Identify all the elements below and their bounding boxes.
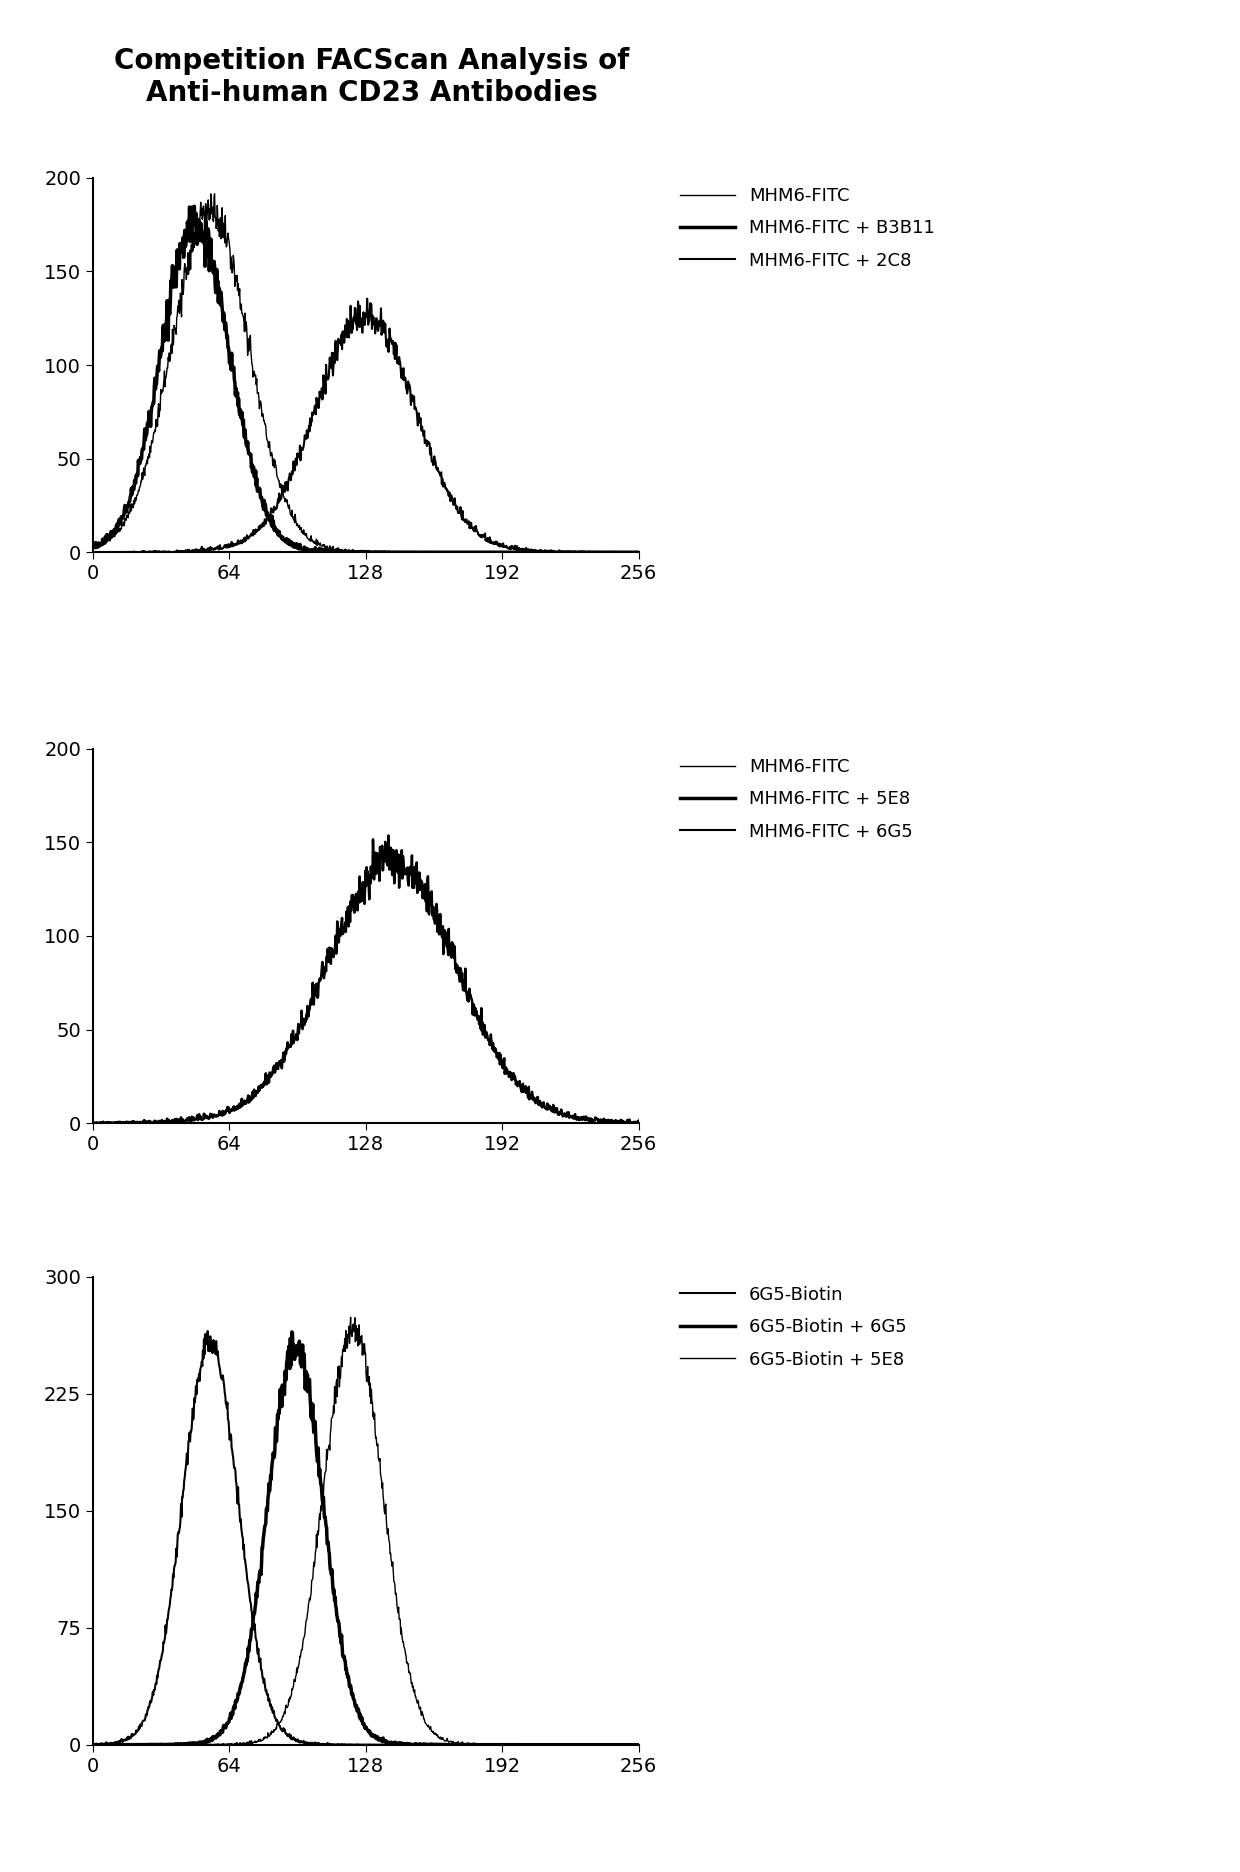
Legend: 6G5-Biotin, 6G5-Biotin + 6G5, 6G5-Biotin + 5E8: 6G5-Biotin, 6G5-Biotin + 6G5, 6G5-Biotin… <box>681 1286 906 1368</box>
Legend: MHM6-FITC, MHM6-FITC + 5E8, MHM6-FITC + 6G5: MHM6-FITC, MHM6-FITC + 5E8, MHM6-FITC + … <box>681 758 913 841</box>
Text: Competition FACScan Analysis of
Anti-human CD23 Antibodies: Competition FACScan Analysis of Anti-hum… <box>114 47 630 107</box>
Legend: MHM6-FITC, MHM6-FITC + B3B11, MHM6-FITC + 2C8: MHM6-FITC, MHM6-FITC + B3B11, MHM6-FITC … <box>681 187 935 270</box>
